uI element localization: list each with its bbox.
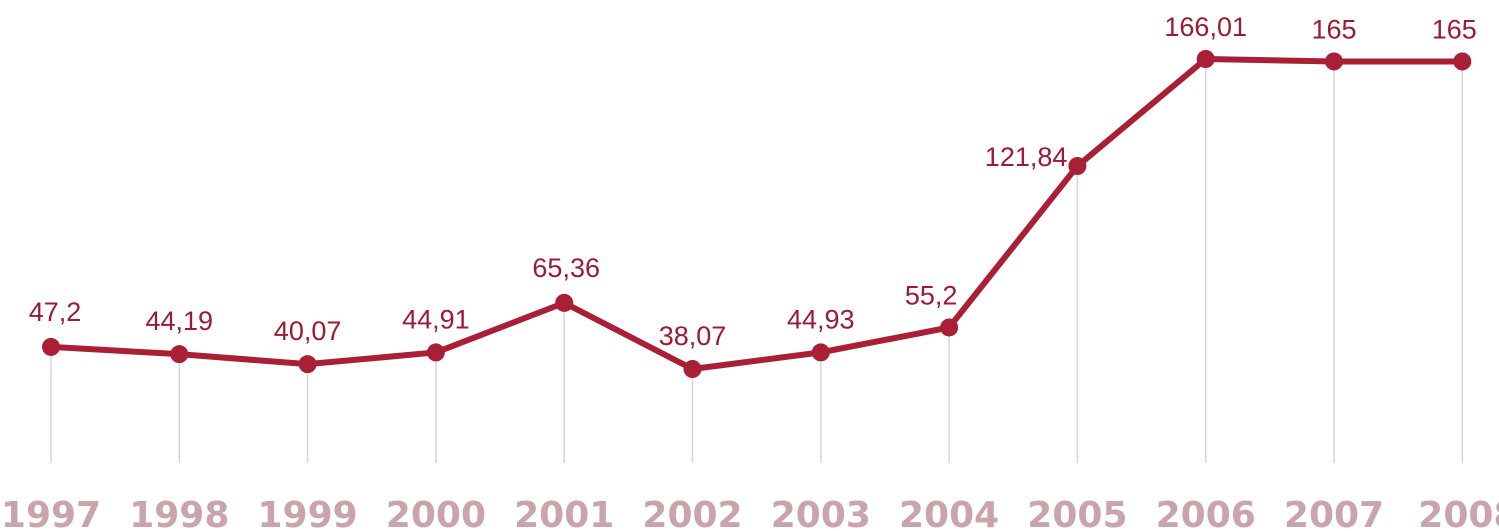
x-tick-label: 2002 bbox=[642, 495, 742, 531]
x-tick-label: 2008 bbox=[1418, 495, 1499, 531]
data-label: 38,07 bbox=[659, 321, 727, 351]
data-label: 65,36 bbox=[532, 253, 600, 283]
data-point bbox=[811, 343, 830, 362]
data-label: 44,93 bbox=[787, 304, 855, 334]
drop-lines bbox=[50, 59, 1464, 463]
x-tick-label: 2001 bbox=[514, 495, 614, 531]
data-label: 121,84 bbox=[985, 142, 1068, 172]
data-point bbox=[1453, 52, 1472, 71]
data-point bbox=[170, 345, 189, 364]
data-point bbox=[1325, 52, 1343, 71]
data-point bbox=[683, 360, 702, 378]
x-tick-label: 2007 bbox=[1284, 495, 1384, 531]
x-axis-tick-labels: 1997 1998 1999 2000 2001 2002 2003 2004 2005 2006… bbox=[1, 495, 1499, 531]
data-label: 44,19 bbox=[146, 306, 214, 336]
data-point bbox=[1068, 157, 1087, 176]
x-tick-label: 2006 bbox=[1156, 495, 1256, 531]
series-line bbox=[48, 56, 1466, 372]
data-point bbox=[42, 337, 60, 356]
x-tick-label: 2003 bbox=[771, 495, 871, 531]
data-point bbox=[555, 293, 574, 312]
data-label: 55,2 bbox=[905, 280, 958, 310]
value-labels: 47,2 44,19 40,07 44,91 65,36 38,07 44,93 55,2 12… bbox=[29, 12, 1477, 351]
data-label: 165 bbox=[1311, 14, 1356, 44]
data-point bbox=[298, 355, 317, 374]
x-tick-label: 2005 bbox=[1027, 495, 1127, 531]
data-point bbox=[426, 343, 445, 362]
x-tick-label: 1997 bbox=[1, 495, 101, 531]
data-point bbox=[1196, 50, 1215, 68]
data-points bbox=[42, 50, 1472, 378]
data-label: 40,07 bbox=[274, 316, 342, 346]
data-point bbox=[940, 318, 959, 337]
data-label: 166,01 bbox=[1164, 12, 1247, 42]
data-label: 165 bbox=[1432, 14, 1477, 44]
x-tick-label: 2004 bbox=[899, 495, 999, 531]
data-label: 44,91 bbox=[402, 304, 470, 334]
x-tick-label: 2000 bbox=[386, 495, 486, 531]
x-tick-label: 1999 bbox=[257, 495, 357, 531]
x-tick-label: 1998 bbox=[129, 495, 229, 531]
data-label: 47,2 bbox=[29, 297, 82, 327]
